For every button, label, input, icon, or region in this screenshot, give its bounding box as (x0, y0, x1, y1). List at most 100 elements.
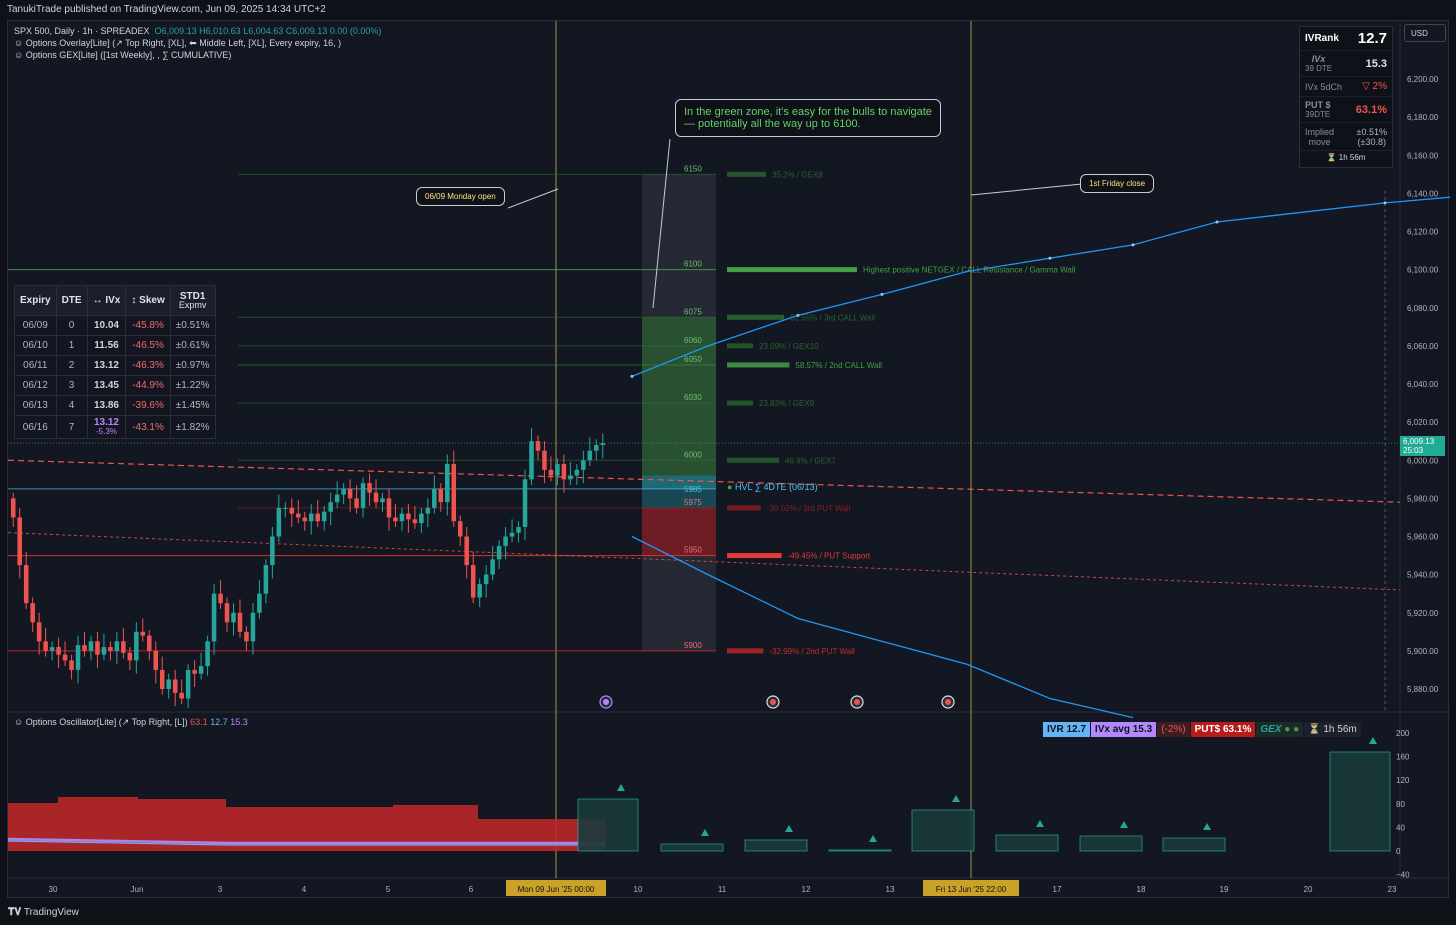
candle-body (425, 507, 431, 514)
ivrank-label: IVRank (1305, 33, 1339, 44)
indicator-icon: ☺ (14, 50, 26, 60)
curve-point (1215, 220, 1219, 224)
chart-frame[interactable]: 6,200.00 6,180.00 6,160.00 6,140.00 6,120.00… (7, 20, 1450, 899)
std-cell: ±0.61% (169, 335, 216, 356)
time-tick-label: 19 (1220, 885, 1229, 894)
candle-body (315, 513, 320, 522)
oscillator-legend[interactable]: ☺ Options Oscillator[Lite] (↗ Top Right,… (14, 717, 248, 728)
move-label: move (1308, 136, 1331, 147)
dte-cell: 2 (55, 355, 88, 376)
price-tick-label: 6,060.00 (1407, 342, 1439, 351)
gex-indicator-label: Options GEX[Lite] ([1st Weekly], , ∑ CUM… (25, 50, 232, 60)
price-tick-label: 6,120.00 (1407, 228, 1439, 237)
put-dte: 39DTE (1305, 109, 1331, 119)
gex-osc-bar (995, 834, 1059, 852)
put-value: 63.1% (1355, 103, 1387, 116)
ivx-cell: 13.12 (86, 355, 127, 376)
gex-bar-label: 23.83% / GEX9 (759, 399, 815, 408)
gex-up-marker-icon (1203, 823, 1211, 830)
gex-bar-label: 52.55% / 3rd CALL Wall (790, 313, 875, 322)
price-tick-label: 5,880.00 (1407, 685, 1439, 694)
green-zone-callout[interactable]: In the green zone, it's easy for the bul… (675, 99, 941, 137)
table-row: 06/11 2 13.12 -46.3% ±0.97% (14, 355, 216, 376)
time-tick-label: 5 (386, 885, 391, 894)
expiry-cell: 06/12 (14, 375, 57, 396)
candle-body (490, 559, 495, 575)
candle-body (140, 631, 146, 636)
chart-canvas[interactable]: 6,200.00 6,180.00 6,160.00 6,140.00 6,120.00… (8, 21, 1450, 899)
col-std-label: STD1 (179, 290, 206, 302)
gex-up-marker-icon (952, 795, 960, 802)
ohlc-high: H6,010.63 (199, 26, 241, 36)
ivx-label-group: IVx 39 DTE (1305, 54, 1333, 73)
time-highlight-monday-label: Mon 09 Jun '25 00:00 (518, 885, 595, 894)
gex-bar (727, 171, 766, 177)
hvl-label: ● HVL ∑ 4DTE (06/13) (727, 482, 818, 492)
implied-move-pts: (±30.8) (1357, 136, 1386, 147)
col-ivx: ↔ IVx (86, 285, 127, 316)
price-tick-label: 6,080.00 (1407, 304, 1439, 313)
overlay-indicator-legend[interactable]: ☺ Options Overlay[Lite] (↗ Top Right, [X… (14, 38, 341, 49)
ivx-dte: 39 DTE (1305, 63, 1333, 73)
candle-body (373, 492, 379, 503)
osc-tick-label: 80 (1396, 800, 1405, 809)
overlay-indicator-label: Options Overlay[Lite] (↗ Top Right, [XL]… (25, 38, 342, 48)
candle-body (457, 521, 463, 537)
time-tick-label: Jun (131, 885, 144, 894)
gex-bar-label: -49.45% / PUT Support (788, 552, 871, 561)
ivx-cell: 13.86 (86, 395, 127, 416)
candle-body (334, 494, 340, 503)
gex-bar (727, 400, 753, 406)
ivx-change: -5.3% (96, 427, 117, 436)
ivx-value: 13.12 (93, 417, 119, 428)
candle-body (30, 603, 35, 623)
gex-bar-label: 35.2% / GEX8 (772, 170, 823, 179)
expiry-cell: 06/11 (14, 355, 57, 376)
currency-label: USD (1411, 29, 1428, 38)
candle-body (179, 692, 184, 699)
monday-open-callout[interactable]: 06/09 Monday open (416, 187, 505, 206)
ivx-avg-badge: IVx avg 15.3 (1090, 722, 1157, 737)
gex-up-marker-icon (1036, 820, 1044, 827)
candle-body (211, 593, 217, 642)
table-row: 06/09 0 10.04 -45.8% ±0.51% (14, 315, 216, 336)
candle-body (205, 641, 210, 667)
osc-tick-label: 40 (1396, 823, 1405, 832)
time-tick-label: 6 (469, 885, 474, 894)
ivrank-value: 12.7 (1357, 30, 1387, 47)
price-tick-label: 5,900.00 (1407, 647, 1439, 656)
candle-body (257, 593, 262, 613)
footer-brand[interactable]: TradingView (23, 907, 79, 918)
friday-close-callout[interactable]: 1st Friday close (1080, 174, 1155, 193)
candle-body (69, 660, 74, 670)
dte-cell: 7 (55, 415, 88, 439)
ivx-value: 15.3 (1365, 57, 1387, 70)
publish-line: TanukiTrade published on TradingView.com… (7, 4, 326, 15)
price-tick-label: 6,160.00 (1407, 151, 1439, 160)
candle-body (289, 507, 295, 514)
candle-body (542, 450, 547, 470)
tradingview-logo[interactable]: 𝐓𝐕 (8, 907, 24, 918)
indicator-icon: ☺ (14, 38, 26, 48)
currency-button[interactable]: USD (1404, 24, 1446, 42)
gex-bar (727, 457, 779, 463)
ohlc-open: O6,009.13 (154, 26, 197, 36)
candle-body (600, 443, 606, 445)
ivx-cell: 10.04 (86, 315, 127, 336)
gex-strike-label: 5900 (684, 641, 702, 650)
candle-body (198, 666, 204, 674)
put-label: PUT $ (1305, 99, 1331, 110)
gex-indicator-legend[interactable]: ☺ Options GEX[Lite] ([1st Weekly], , ∑ C… (14, 50, 231, 60)
candle-body (95, 641, 100, 655)
time-tick-label: 4 (302, 885, 307, 894)
curve-point (880, 292, 884, 296)
curve-point (630, 374, 634, 378)
col-skew: ↕ Skew (125, 285, 171, 316)
candle-body (419, 513, 424, 524)
gex-up-marker-icon (1120, 821, 1128, 828)
candle-body (10, 498, 16, 518)
hvl-dot-icon: ● (727, 482, 733, 492)
gex-bar-label: 23.09% / GEX10 (759, 342, 819, 351)
gex-badge-label: GEX (1260, 724, 1282, 735)
symbol-title[interactable]: SPX 500, Daily · 1h · SPREADEX (14, 26, 150, 36)
